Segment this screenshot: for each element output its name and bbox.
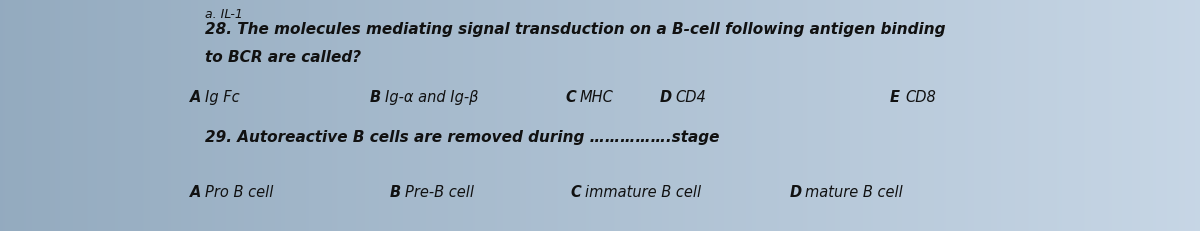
Text: CD8: CD8 <box>905 90 936 105</box>
Text: Ig Fc: Ig Fc <box>205 90 240 105</box>
Text: Ig-α and Ig-β: Ig-α and Ig-β <box>385 90 479 105</box>
Text: B: B <box>370 90 382 105</box>
Text: C: C <box>565 90 576 105</box>
Text: a. IL-1: a. IL-1 <box>205 8 242 21</box>
Text: CD4: CD4 <box>674 90 706 105</box>
Text: A: A <box>190 90 202 105</box>
Text: to BCR are called?: to BCR are called? <box>205 50 361 65</box>
Text: D: D <box>790 185 802 200</box>
Text: D: D <box>660 90 672 105</box>
Text: MHC: MHC <box>580 90 614 105</box>
Text: mature B cell: mature B cell <box>805 185 902 200</box>
Text: E: E <box>890 90 900 105</box>
Text: C: C <box>570 185 581 200</box>
Text: B: B <box>390 185 401 200</box>
Text: A: A <box>190 185 202 200</box>
Text: Pre-B cell: Pre-B cell <box>406 185 474 200</box>
Text: 29. Autoreactive B cells are removed during …………….stage: 29. Autoreactive B cells are removed dur… <box>205 130 720 145</box>
Text: 28. The molecules mediating signal transduction on a B-cell following antigen bi: 28. The molecules mediating signal trans… <box>205 22 946 37</box>
Text: Pro B cell: Pro B cell <box>205 185 274 200</box>
Text: immature B cell: immature B cell <box>586 185 701 200</box>
